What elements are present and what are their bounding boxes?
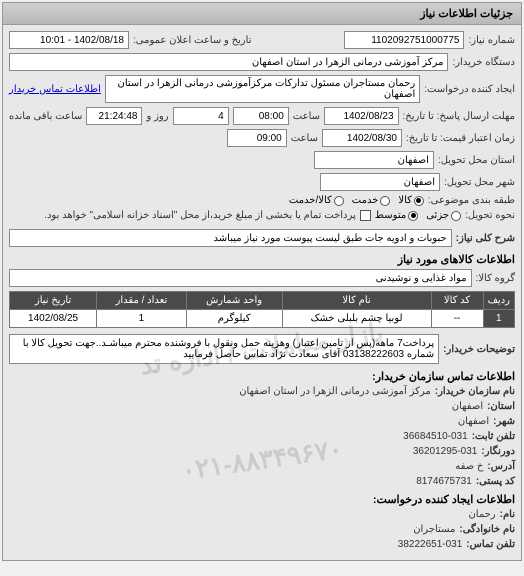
radio-both-label: کالا/خدمت [289,195,332,206]
delivery-label: نحوه تحویل: [465,210,515,221]
creator-label: ایجاد کننده درخواست: [424,84,515,95]
col-idx: ردیف [483,292,514,310]
goods-title: اطلاعات کالاهای مورد نیاز [9,253,515,266]
c-province: اصفهان [458,416,489,427]
deadline-send-label: مهلت ارسال پاسخ: تا تاریخ: [403,111,515,122]
phone2-label: دورنگار: [481,446,515,457]
radio-dot-icon [334,196,344,206]
postal-label: آدرس: [487,461,515,472]
cell-unit: کیلوگرم [186,310,282,328]
delivery-radio-group: جزئی متوسط [375,210,461,221]
remain-label: روز و [146,111,168,122]
radio-open[interactable]: متوسط [375,210,418,221]
desc-label: شرح کلی نیاز: [456,233,515,244]
col-qty: تعداد / مقدار [97,292,187,310]
deadline-send-date: 1402/08/23 [324,107,399,125]
public-date-label: تاریخ و ساعت اعلان عمومی: [133,35,252,46]
fname-label: نام: [500,509,515,520]
public-date: 1402/08/18 - 10:01 [9,31,129,49]
col-name: نام کالا [282,292,431,310]
buyer-field: مرکز آموزشی درمانی الزهرا در استان اصفها… [9,53,448,71]
cell-code: -- [431,310,483,328]
lname-label: نام خانوادگی: [459,524,515,535]
cell-idx: 1 [483,310,514,328]
radio-sealed-label: جزئی [426,210,449,221]
remarks-row: توضیحات خریدار: پرداخت7 ماهه(پس از تامین… [9,334,515,364]
postal: خ صفه [455,461,483,472]
org-value: مرکز آموزشی درمانی الزهرا در استان اصفها… [239,386,431,397]
radio-open-label: متوسط [375,210,406,221]
buyer-label: دستگاه خریدار: [452,57,515,68]
creator-field: رحمان مستاجران مسئول تدارکات مرکزآموزشی … [105,75,420,103]
valid-label: زمان اعتبار قیمت: تا تاریخ: [406,133,515,144]
request-no: 1102092751000775 [344,31,464,49]
note-text: پرداخت تمام یا بخشی از مبلغ خرید،از محل … [44,210,356,221]
contact-title: اطلاعات تماس سازمان خریدار: [9,370,515,383]
province-field: اصفهان [314,151,434,169]
radio-service[interactable]: خدمت [352,195,391,206]
deadline-send-time: 08:00 [233,107,289,125]
radio-dot-icon [380,196,390,206]
radio-dot-icon [451,211,461,221]
category-radio-group: کالا خدمت کالا/خدمت [289,195,424,206]
table-row[interactable]: 1 -- لوبیا چشم بلبلی خشک کیلوگرم 1 1402/… [10,310,515,328]
creator-phone-label: تلفن تماس: [466,539,515,550]
remain-time: 21:24:48 [86,107,142,125]
remain-suffix: ساعت باقی مانده [9,111,82,122]
cell-name: لوبیا چشم بلبلی خشک [282,310,431,328]
contact-block: اطلاعات تماس سازمان خریدار: نام سازمان خ… [9,370,515,550]
remarks-text: پرداخت7 ماهه(پس از تامین اعتبار) وهزینه … [9,334,439,364]
phone1: 36684510-031 [403,431,468,442]
province-label: استان محل تحویل: [438,155,515,166]
valid-time-label: ساعت [291,133,318,144]
radio-dot-icon [408,211,418,221]
remarks-label: توضیحات خریدار: [443,344,515,355]
city-field: اصفهان [320,173,440,191]
goods-group: مواد غذایی و نوشیدنی [9,269,472,287]
valid-time: 09:00 [227,129,287,147]
goods-group-label: گروه کالا: [476,273,515,284]
radio-dot-icon [414,196,424,206]
city-label: شهر محل تحویل: [444,177,515,188]
buyer-contact-link[interactable]: اطلاعات تماس خریدار [9,84,101,95]
request-no-label: شماره نیاز: [468,35,515,46]
radio-goods-label: کالا [398,195,412,206]
c-city: اصفهان [452,401,483,412]
note-checkbox[interactable] [360,210,371,221]
creator-subtitle: اطلاعات ایجاد کننده درخواست: [9,493,515,506]
radio-service-label: خدمت [352,195,379,206]
panel-title: جزئیات اطلاعات نیاز [3,3,521,25]
radio-sealed[interactable]: جزئی [426,210,461,221]
c-city-label: استان: [487,401,515,412]
col-code: کد کالا [431,292,483,310]
lname: مستاجران [413,524,455,535]
table-header-row: ردیف کد کالا نام کالا واحد شمارش تعداد /… [10,292,515,310]
fname: رحمان [468,509,495,520]
org-label: نام سازمان خریدار: [435,386,515,397]
details-panel: جزئیات اطلاعات نیاز شماره نیاز: 11020927… [2,2,522,561]
phone1-label: تلفن ثابت: [472,431,515,442]
code-label: کد پستی: [476,476,515,487]
code: 8174675731 [416,476,472,487]
valid-date: 1402/08/30 [322,129,402,147]
remain-days: 4 [173,107,229,125]
deadline-send-time-label: ساعت [293,111,320,122]
goods-table: ردیف کد کالا نام کالا واحد شمارش تعداد /… [9,291,515,328]
category-label: طبقه بندی موضوعی: [428,195,515,206]
cell-qty: 1 [97,310,187,328]
col-unit: واحد شمارش [186,292,282,310]
col-date: تاریخ نیاز [10,292,97,310]
radio-both[interactable]: کالا/خدمت [289,195,344,206]
creator-phone: 38222651-031 [398,539,463,550]
c-province-label: شهر: [493,416,515,427]
desc-text: حبوبات و ادویه جات طبق لیست پیوست مورد ن… [9,229,452,247]
radio-goods[interactable]: کالا [398,195,424,206]
cell-date: 1402/08/25 [10,310,97,328]
phone2: 36201295-031 [413,446,478,457]
